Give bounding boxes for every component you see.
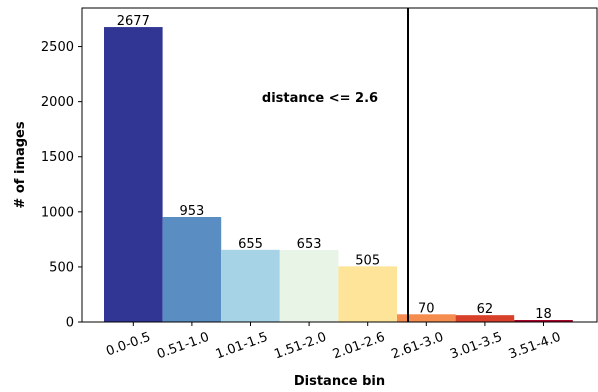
bar-value-label: 953 bbox=[179, 204, 204, 219]
bar-0.0-0.5 bbox=[104, 27, 163, 322]
x-tick-label: 3.51-4.0 bbox=[507, 330, 563, 363]
y-tick-label: 0 bbox=[66, 316, 74, 331]
x-tick-label: 0.51-1.0 bbox=[155, 330, 211, 363]
threshold-annotation: distance <= 2.6 bbox=[262, 91, 378, 106]
bar-value-label: 70 bbox=[418, 301, 435, 316]
bar-labels: 2677 953 655 653 505 70 62 18 bbox=[117, 14, 552, 322]
bar-value-label: 62 bbox=[477, 302, 494, 317]
y-tick-label: 500 bbox=[49, 260, 74, 275]
bar-value-label: 653 bbox=[297, 237, 322, 252]
bar-1.51-2.0 bbox=[279, 250, 339, 322]
bar-2.61-3.0 bbox=[397, 314, 456, 322]
bars bbox=[104, 27, 573, 322]
bar-value-label: 655 bbox=[238, 237, 263, 252]
y-axis-title: # of images bbox=[13, 121, 28, 208]
x-tick-label: 2.61-3.0 bbox=[390, 330, 446, 363]
y-axis-ticks: 0 500 1000 1500 2000 2500 bbox=[41, 40, 82, 331]
y-tick-label: 2000 bbox=[41, 95, 74, 110]
bar-3.01-3.5 bbox=[455, 315, 515, 322]
x-axis-title: Distance bin bbox=[294, 374, 385, 389]
x-tick-label: 1.51-2.0 bbox=[272, 330, 328, 363]
x-tick-label: 1.01-1.5 bbox=[214, 330, 270, 363]
y-tick-label: 1000 bbox=[41, 205, 74, 220]
plot-frame bbox=[81, 7, 598, 323]
x-tick-label: 3.01-3.5 bbox=[448, 330, 504, 363]
y-tick-label: 2500 bbox=[41, 40, 74, 55]
bar-3.51-4.0 bbox=[514, 320, 573, 322]
bar-2.01-2.6 bbox=[338, 266, 397, 322]
x-tick-label: 0.0-0.5 bbox=[104, 330, 152, 360]
bar-1.01-1.5 bbox=[221, 249, 280, 322]
bar-0.51-1.0 bbox=[162, 217, 222, 322]
x-axis-ticks: 0.0-0.5 0.51-1.0 1.01-1.5 1.51-2.0 2.01-2.6 2… bbox=[104, 322, 563, 362]
bar-value-label: 18 bbox=[535, 307, 552, 322]
x-tick-label: 2.01-2.6 bbox=[331, 330, 387, 363]
bar-value-label: 2677 bbox=[117, 14, 150, 29]
y-tick-label: 1500 bbox=[41, 150, 74, 165]
bar-value-label: 505 bbox=[355, 253, 380, 268]
